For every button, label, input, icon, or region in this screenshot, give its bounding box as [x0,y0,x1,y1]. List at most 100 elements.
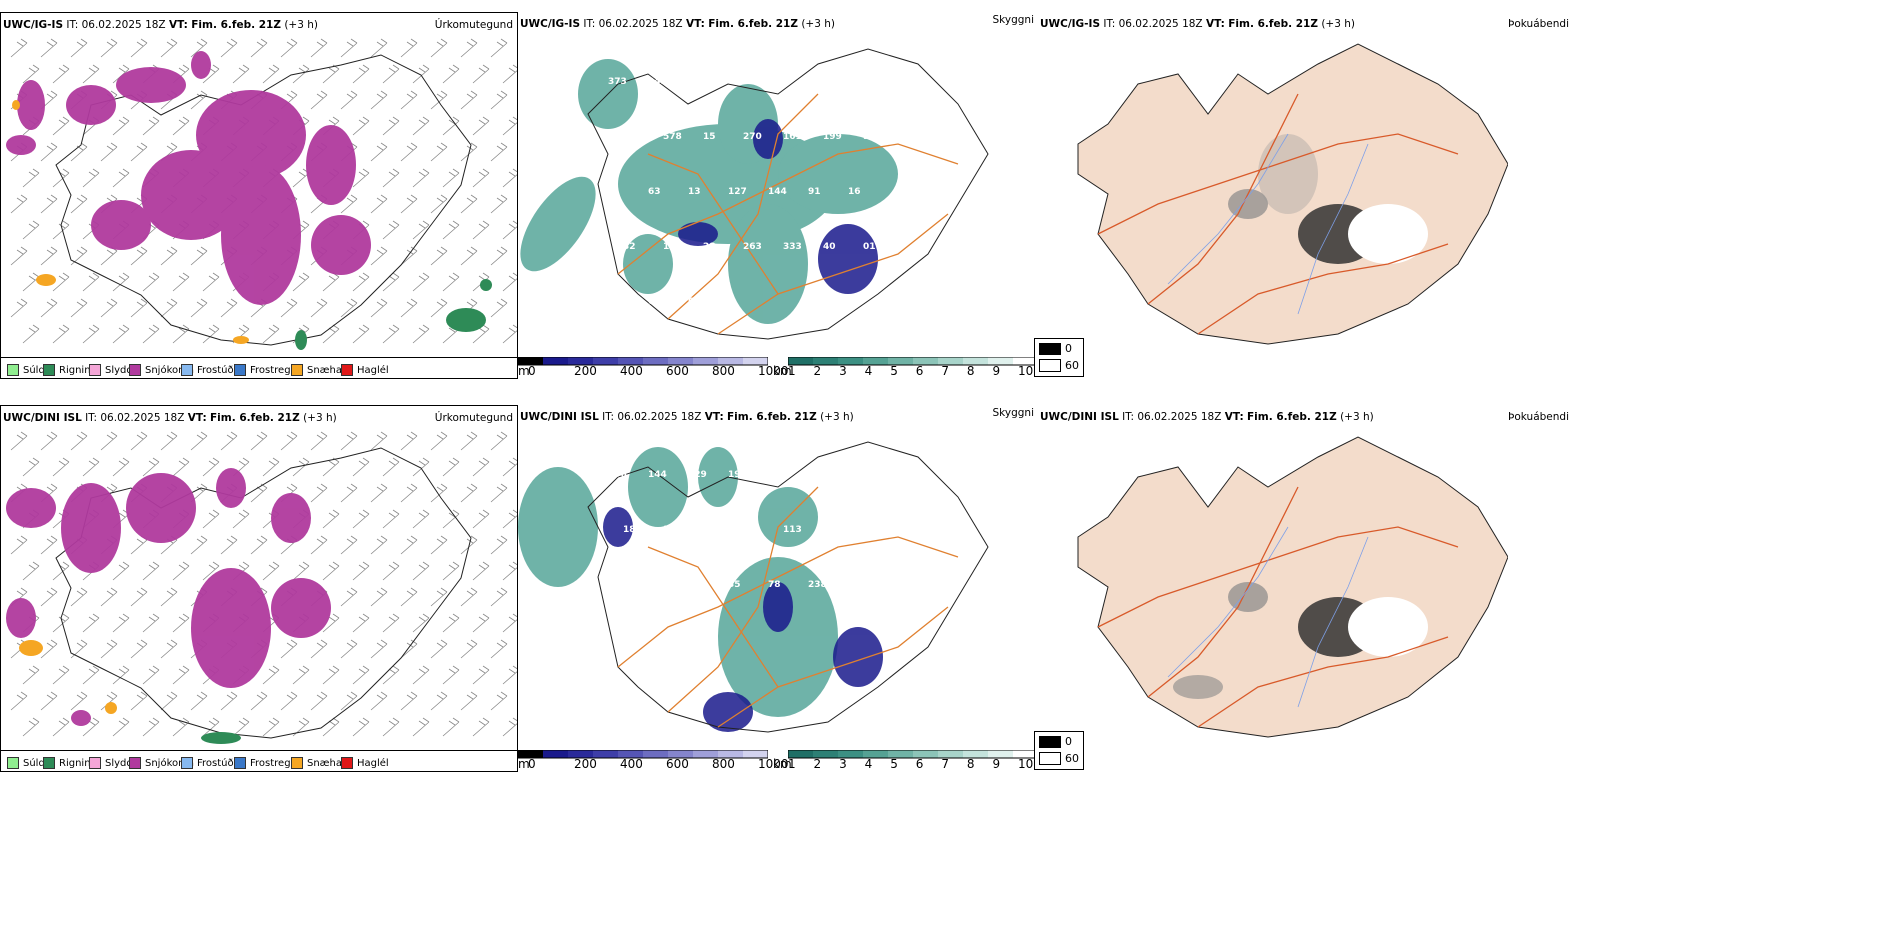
wind-barb [442,168,460,188]
wind-barb [70,639,88,659]
iceland-land [1077,43,1508,345]
fog-areas [1173,582,1428,699]
colorbar-tick: 10 [1018,757,1034,771]
wind-barb [52,613,70,633]
wind-barb [340,431,358,451]
wind-barb [130,691,148,711]
wind-barb [52,324,70,344]
visibility-value-label: 32 [623,242,636,252]
wind-barb [382,613,400,633]
visibility-value-label: 161 [783,132,802,142]
wind-barb [310,483,328,503]
wind-barb [400,587,418,607]
legend-swatch [234,757,246,769]
visibility-value-label: 578 [663,132,682,142]
legend-item: Frostúði [181,757,236,769]
visibility-value-label: 944 [648,580,667,590]
wind-barb [490,38,508,58]
wind-barb [352,665,370,685]
visibility-value-label: 53 [623,635,636,645]
wind-barb [220,431,238,451]
wind-barb [112,324,130,344]
wind-barb [490,142,508,162]
wind-barb [502,457,517,477]
wind-barb [472,64,490,84]
wind-barb [430,246,448,266]
visibility-value-label: 182 [663,525,682,535]
visibility-map: 996 144 229 195 368 941 49 187 182 68 90 113 17 170 11… [518,441,989,733]
wind-barb [442,613,460,633]
wind-barb [472,220,490,240]
visibility-value-label: 144 [768,187,787,197]
wind-barb [442,457,460,477]
colorbar-tick: 600 [666,364,689,378]
wind-barb [280,639,298,659]
wind-barb [250,691,268,711]
wind-barb [52,220,70,240]
colorbar-tick: 2 [813,364,822,378]
colorbar-tick: 0 [528,757,536,771]
wind-barb [130,142,148,162]
wind-barb [442,509,460,529]
wind-barb [370,483,388,503]
wind-barb [310,639,328,659]
panel-title: Skyggni [992,407,1035,419]
legend-swatch [43,757,55,769]
wind-barb [172,665,190,685]
wind-barb [232,64,250,84]
wind-barb [262,717,280,737]
wind-barb [112,168,130,188]
hail-areas [19,640,117,714]
wind-barb [202,561,220,581]
wind-barb [412,457,430,477]
wind-barb [370,298,388,318]
panel-header: UWC/DINI ISL IT: 06.02.2025 18Z VT: Fim.… [3,412,337,424]
wind-barb [142,116,160,136]
visibility-value-label: 63 [648,187,661,197]
wind-barb [190,246,208,266]
cloudbase-ticks: 0 200 400 600 800 1000 [528,757,789,771]
fog-map [1077,43,1508,345]
wind-barb [172,561,190,581]
snow-areas [6,51,371,305]
wind-barb [460,431,478,451]
visibility-value-label: 528 [768,77,787,87]
colorbar-tick: 1000 [758,364,789,378]
wind-barb [352,64,370,84]
visibility-value-label: 941 [808,470,827,480]
cloudbase-ticks: 0 200 400 600 800 1000 [528,364,789,378]
wind-barb [262,457,280,477]
legend-swatch [341,364,353,376]
wind-barb [40,535,58,555]
colorbar-tick: 400 [620,757,643,771]
wind-barb [340,483,358,503]
wind-barb [292,457,310,477]
wind-barb [190,691,208,711]
wind-barb [130,246,148,266]
visibility-value-label: 68 [703,525,716,535]
legend-item: Snæhagl [291,757,351,769]
wind-barb [202,272,220,292]
wind-barb [190,90,208,110]
visibility-value-label: 368 [768,470,787,480]
wind-barb [502,561,517,581]
visibility-value-label: 78 [768,580,781,590]
wind-barb [310,691,328,711]
colorbar-tick: 5 [890,364,898,378]
wind-barb [292,717,310,737]
wind-barb [412,324,430,344]
wind-barb [460,639,478,659]
wind-barb [472,561,490,581]
wind-barb [412,64,430,84]
wind-barb [130,38,148,58]
wind-barb [130,587,148,607]
wind-barb [322,665,340,685]
visibility-value-label: 40 [823,242,836,252]
cloud-base-areas [603,507,883,732]
visibility-value-label: 111 [608,580,627,590]
wind-barb [202,509,220,529]
visibility-value-label: 996 [608,470,627,480]
wind-barb [340,639,358,659]
legend-label: Haglél [357,364,389,376]
colorbar-tick: 1000 [758,757,789,771]
